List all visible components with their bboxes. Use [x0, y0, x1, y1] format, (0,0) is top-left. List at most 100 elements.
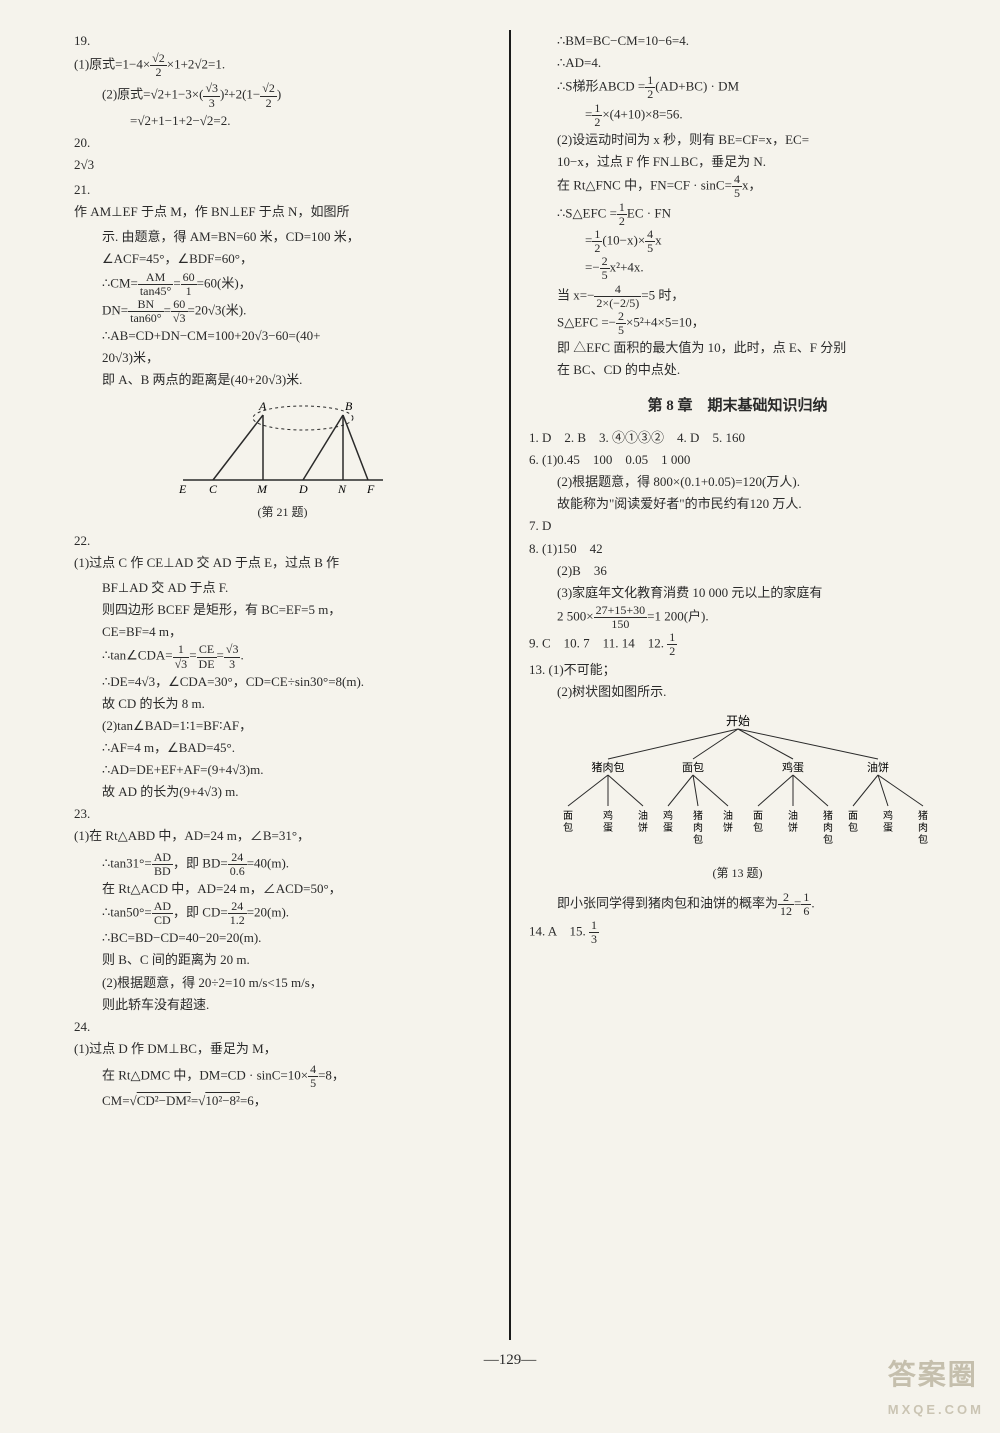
text: =: [585, 106, 592, 121]
text: =√: [191, 1093, 205, 1108]
svg-text:猪肉包: 猪肉包: [591, 761, 624, 774]
page-number: —129—: [60, 1348, 960, 1374]
q24-l3: CM=√CD²−DM²=√10²−8²=6，: [74, 1090, 491, 1112]
text: ×(4+10)×8=56.: [602, 106, 682, 121]
svg-text:面: 面: [753, 811, 763, 822]
text: (AD+BC) · DM: [655, 79, 739, 94]
text: =8，: [318, 1068, 345, 1083]
text: ×5²+4×5=10，: [626, 315, 705, 330]
q23-l3: 在 Rt△ACD 中，AD=24 m，∠ACD=50°，: [74, 878, 491, 900]
q22-l8: (2)tan∠BAD=1∶1=BF∶AF，: [74, 715, 491, 737]
frac: √33: [224, 643, 241, 670]
q23-l6: 则 B、C 间的距离为 20 m.: [74, 949, 491, 971]
svg-text:C: C: [209, 482, 218, 496]
svg-text:M: M: [256, 482, 268, 496]
q22-l3: 则四边形 BCEF 是矩形，有 BC=EF=5 m，: [74, 599, 491, 621]
q19-p3: =√2+1−1+2−√2=2.: [74, 110, 491, 132]
text: =: [189, 648, 196, 663]
svg-text:油: 油: [788, 809, 798, 822]
svg-text:猪: 猪: [918, 810, 928, 822]
frac: 25: [616, 310, 626, 337]
tree-svg: 开始 猪肉包 面包 鸡蛋 油饼 面包鸡蛋油饼鸡蛋猪肉包油饼面包油饼猪肉包面包鸡蛋…: [538, 711, 938, 861]
svg-text:饼: 饼: [788, 821, 798, 834]
svg-text:包: 包: [753, 821, 763, 834]
q23-l1: (1)在 Rt△ABD 中，AD=24 m，∠B=31°，: [74, 825, 463, 847]
q22-l11: 故 AD 的长为(9+4√3) m.: [74, 781, 491, 803]
text: ∴tan31°=: [102, 855, 152, 870]
q21-l2: 示. 由题意，得 AM=BN=60 米，CD=100 米，: [74, 226, 491, 248]
q23-l2: ∴tan31°=ADBD，即 BD=240.6=40(m).: [74, 851, 491, 878]
a13-l2: (2)树状图如图所示.: [529, 681, 946, 703]
frac: √33: [203, 82, 220, 109]
c24-l11: 当 x=−42×(−2/5)=5 时，: [529, 283, 946, 310]
q22-l10: ∴AD=DE+EF+AF=(9+4√3)m.: [74, 759, 491, 781]
frac: 45: [645, 228, 655, 255]
q21-figure: A B E C M D N F (第 21 题): [74, 400, 491, 522]
q19-body: (1)原式=1−4×√22×1+2√2=1.: [74, 52, 463, 79]
text: x: [655, 233, 662, 248]
svg-text:E: E: [178, 482, 187, 496]
text: .: [240, 648, 243, 663]
text: ，即 BD=: [173, 855, 228, 870]
text: S△EFC =−: [557, 315, 616, 330]
q23-num: 23.: [74, 803, 102, 825]
q21-caption: (第 21 题): [74, 502, 491, 522]
text: DN=: [102, 303, 128, 318]
text: ∴tan∠CDA=: [102, 648, 173, 663]
c24-l6: 10−x，过点 F 作 FN⊥BC，垂足为 N.: [529, 151, 946, 173]
frac: 12: [667, 631, 677, 658]
c24-l9: =12(10−x)×45x: [529, 228, 946, 255]
a8-l3: (3)家庭年文化教育消费 10 000 元以上的家庭有: [529, 582, 946, 604]
q23-l8: 则此轿车没有超速.: [74, 994, 491, 1016]
c24-l13: 即 △EFC 面积的最大值为 10，此时，点 E、F 分别: [529, 337, 946, 359]
text: EC · FN: [627, 205, 671, 220]
c24-l3: ∴S梯形ABCD =12(AD+BC) · DM: [529, 74, 946, 101]
svg-text:包: 包: [918, 833, 928, 846]
q21-num: 21.: [74, 179, 102, 201]
text: x，: [742, 178, 762, 193]
sqrt: 10²−8²: [205, 1093, 240, 1108]
c24-l5: (2)设运动时间为 x 秒，则有 BE=CF=x，EC=: [529, 129, 946, 151]
frac: 42×(−2/5): [594, 283, 641, 310]
text: =40(m).: [247, 855, 289, 870]
q21-svg: A B E C M D N F: [173, 400, 393, 500]
c24-l14: 在 BC、CD 的中点处.: [529, 359, 946, 381]
q21-l7: 20√3)米，: [74, 347, 491, 369]
text: 当 x=−: [557, 287, 594, 302]
frac: √22: [260, 82, 277, 109]
text: =: [794, 896, 801, 911]
text: 2 500×: [557, 608, 594, 623]
q22-l2: BF⊥AD 交 AD 于点 F.: [74, 577, 491, 599]
q23: 23. (1)在 Rt△ABD 中，AD=24 m，∠B=31°，: [74, 803, 491, 847]
q20-ans: 2√3: [74, 154, 463, 176]
a6-l3: 故能称为"阅读爱好者"的市民约有120 万人.: [529, 493, 946, 515]
frac: 212: [778, 891, 794, 918]
a13-l3: 即小张同学得到猪肉包和油饼的概率为212=16.: [529, 891, 946, 918]
q21-l1: 作 AM⊥EF 于点 M，作 BN⊥EF 于点 N，如图所: [74, 201, 463, 223]
svg-text:包: 包: [563, 821, 573, 834]
frac: 601: [181, 271, 197, 298]
svg-text:包: 包: [823, 833, 833, 846]
frac: 45: [308, 1063, 318, 1090]
svg-text:饼: 饼: [638, 821, 648, 834]
svg-text:鸡蛋: 鸡蛋: [782, 760, 804, 774]
a13-caption: (第 13 题): [529, 863, 946, 883]
svg-text:A: A: [258, 400, 267, 413]
watermark: 答案圈 MXQE.COM: [888, 1351, 984, 1421]
frac: AMtan45°: [138, 271, 173, 298]
svg-text:F: F: [366, 482, 375, 496]
q22-l6: ∴DE=4√3，∠CDA=30°，CD=CE÷sin30°=8(m).: [74, 671, 491, 693]
text: =20√3(米).: [188, 303, 247, 318]
text: .: [811, 896, 814, 911]
q20-num: 20.: [74, 132, 102, 154]
frac: 16: [801, 891, 811, 918]
q21: 21. 作 AM⊥EF 于点 M，作 BN⊥EF 于点 N，如图所: [74, 179, 491, 223]
q24-l2: 在 Rt△DMC 中，DM=CD · sinC=10×45=8，: [74, 1063, 491, 1090]
svg-text:面: 面: [848, 811, 858, 822]
q21-l6: ∴AB=CD+DN−CM=100+20√3−60=(40+: [74, 325, 491, 347]
svg-text:肉: 肉: [918, 821, 928, 834]
text: 9. C 10. 7 11. 14 12.: [529, 636, 667, 651]
c24-l12: S△EFC =−25×5²+4×5=10，: [529, 310, 946, 337]
frac: ADCD: [152, 900, 173, 927]
text: ∴tan50°=: [102, 905, 152, 920]
